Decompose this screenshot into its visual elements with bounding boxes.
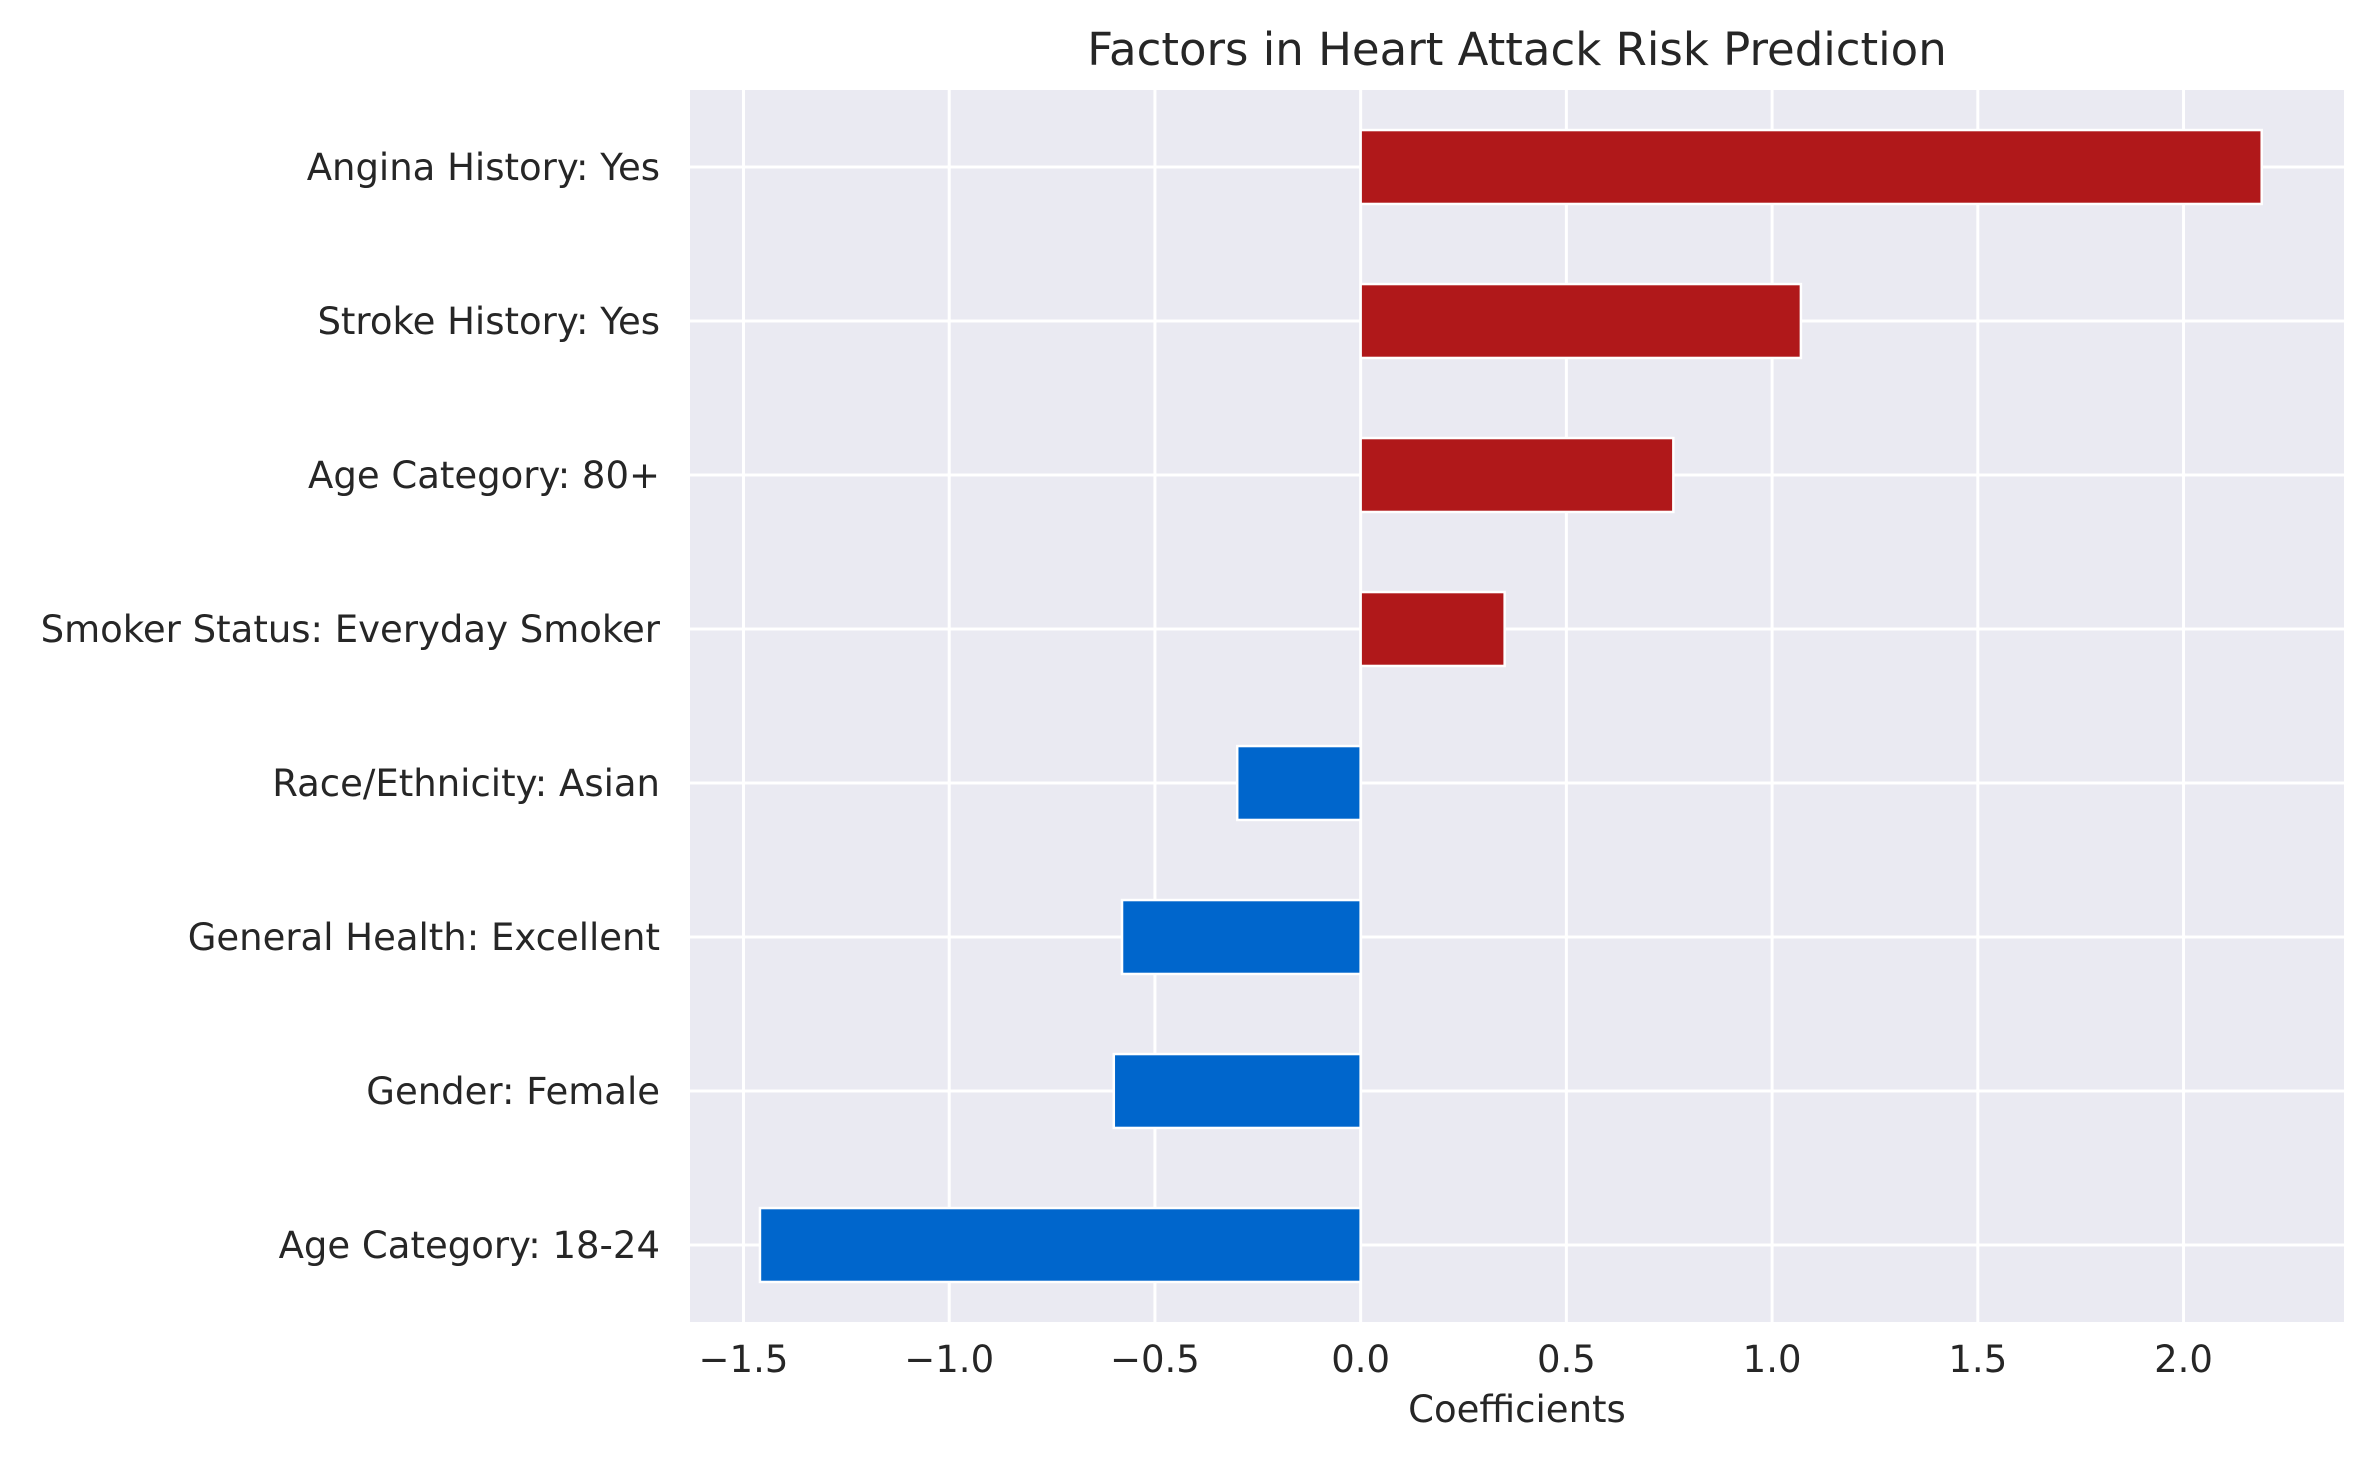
y-tick-label: General Health: Excellent	[188, 916, 660, 959]
y-tick-label: Smoker Status: Everyday Smoker	[41, 608, 661, 651]
bar-general-health-excellent	[1120, 898, 1362, 976]
bar-age-category-18-24	[758, 1206, 1362, 1284]
x-axis-label: Coefficients	[1408, 1388, 1626, 1431]
x-tick-label: −1.5	[699, 1338, 789, 1381]
bar-age-category-80	[1359, 436, 1675, 514]
y-tick-label: Gender: Female	[366, 1070, 660, 1113]
x-tick-label: −1.0	[904, 1338, 994, 1381]
x-tick-label: −0.5	[1110, 1338, 1200, 1381]
bar-gender-female	[1112, 1052, 1362, 1130]
x-tick-label: 0.5	[1537, 1338, 1596, 1381]
y-tick-label: Angina History: Yes	[307, 146, 660, 189]
x-tick-label: 1.0	[1743, 1338, 1802, 1381]
x-tick-labels: −1.5 −1.0 −0.5 0.0 0.5 1.0 1.5 2.0	[699, 1338, 2213, 1381]
bar-smoker-status-everyday-smoker	[1359, 590, 1506, 668]
bar-race-ethnicity-asian	[1235, 744, 1362, 822]
y-tick-label: Race/Ethnicity: Asian	[272, 762, 660, 805]
x-tick-label: 1.5	[1948, 1338, 2007, 1381]
plot-area	[690, 90, 2344, 1322]
chart-title: Factors in Heart Attack Risk Prediction	[1087, 23, 1946, 76]
y-tick-label: Stroke History: Yes	[317, 300, 660, 343]
x-tick-label: 2.0	[2154, 1338, 2213, 1381]
y-tick-label: Age Category: 18-24	[279, 1224, 660, 1267]
bar-angina-history-yes	[1359, 128, 2263, 206]
bars	[758, 128, 2263, 1284]
y-tick-label: Age Category: 80+	[308, 454, 660, 497]
y-tick-labels: Angina History: Yes Stroke History: Yes Ag…	[41, 146, 661, 1267]
bar-stroke-history-yes	[1359, 282, 1803, 360]
x-tick-label: 0.0	[1331, 1338, 1390, 1381]
